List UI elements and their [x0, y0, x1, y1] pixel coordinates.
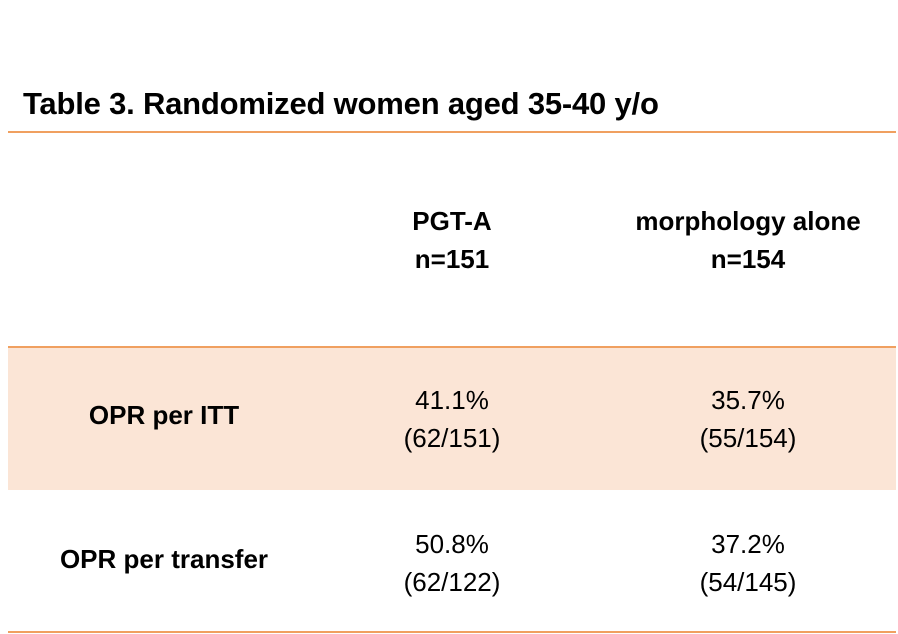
cell-percent: 35.7% [711, 385, 785, 415]
table-cell: 37.2% (54/145) [598, 525, 898, 601]
header-divider [8, 346, 896, 348]
column-header-n: n=154 [710, 244, 786, 274]
cell-fraction: (55/154) [699, 423, 797, 453]
column-header-n: n=151 [414, 244, 490, 274]
cell-fraction: (62/122) [403, 567, 501, 597]
column-header-name: PGT-A [412, 206, 492, 236]
table-cell: 41.1% (62/151) [352, 381, 552, 457]
row-label: OPR per ITT [88, 400, 240, 430]
column-header-name: morphology alone [635, 206, 861, 236]
highlight-band [8, 348, 896, 490]
cell-percent: 37.2% [711, 529, 785, 559]
column-header-pgt-a: PGT-A n=151 [352, 202, 552, 278]
table-cell: 35.7% (55/154) [598, 381, 898, 457]
column-header-morphology: morphology alone n=154 [598, 202, 898, 278]
cell-fraction: (54/145) [699, 567, 797, 597]
cell-fraction: (62/151) [403, 423, 501, 453]
cell-percent: 50.8% [415, 529, 489, 559]
table-cell: 50.8% (62/122) [352, 525, 552, 601]
row-label: OPR per transfer [59, 544, 269, 574]
bottom-divider [8, 631, 896, 633]
cell-percent: 41.1% [415, 385, 489, 415]
title-divider [8, 131, 896, 133]
table-title: Table 3. Randomized women aged 35-40 y/o [23, 86, 659, 121]
